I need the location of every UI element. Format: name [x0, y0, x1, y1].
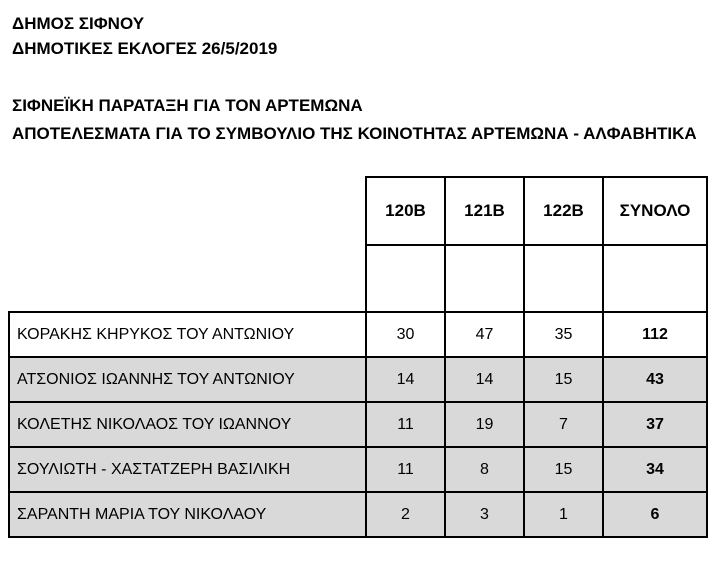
column-header-station-122b: 122Β — [523, 176, 604, 246]
votes-cell: 11 — [365, 446, 446, 493]
total-votes-cell: 37 — [602, 401, 708, 448]
party-title: ΣΙΦΝΕΪΚΗ ΠΑΡΑΤΑΞΗ ΓΙΑ ΤΟΝ ΑΡΤΕΜΩΝΑ — [12, 96, 363, 115]
votes-cell: 15 — [523, 356, 604, 403]
document-header: ΔΗΜΟΣ ΣΙΦΝΟΥ ΔΗΜΟΤΙΚΕΣ ΕΚΛΟΓΕΣ 26/5/2019 — [12, 11, 277, 61]
column-header-total: ΣΥΝΟΛΟ — [602, 176, 708, 246]
election-title: ΔΗΜΟΤΙΚΕΣ ΕΚΛΟΓΕΣ 26/5/2019 — [12, 39, 278, 58]
municipality-title: ΔΗΜΟΣ ΣΙΦΝΟΥ — [12, 14, 145, 33]
votes-cell: 1 — [523, 491, 604, 538]
total-votes-cell: 112 — [602, 311, 708, 358]
document-subheader: ΣΙΦΝΕΪΚΗ ΠΑΡΑΤΑΞΗ ΓΙΑ ΤΟΝ ΑΡΤΕΜΩΝΑ ΑΠΟΤΕ… — [12, 92, 697, 148]
votes-cell: 3 — [444, 491, 525, 538]
votes-cell: 15 — [523, 446, 604, 493]
empty-cell — [523, 244, 604, 313]
votes-cell: 14 — [444, 356, 525, 403]
column-header-station-120b: 120Β — [365, 176, 446, 246]
candidate-name: ΚΟΡΑΚΗΣ ΚΗΡΥΚΟΣ ΤΟΥ ΑΝΤΩΝΙΟΥ — [8, 311, 367, 358]
total-votes-cell: 34 — [602, 446, 708, 493]
candidate-name: ΣΟΥΛΙΩΤΗ - ΧΑΣΤΑΤΖΕΡΗ ΒΑΣΙΛΙΚΗ — [8, 446, 367, 493]
votes-cell: 30 — [365, 311, 446, 358]
corner-cell — [9, 177, 366, 245]
table-header-row: 120Β 121Β 122Β ΣΥΝΟΛΟ — [9, 176, 708, 246]
votes-cell: 35 — [523, 311, 604, 358]
votes-cell: 19 — [444, 401, 525, 448]
table-row: ΚΟΛΕΤΗΣ ΝΙΚΟΛΑΟΣ ΤΟΥ ΙΩΑΝΝΟΥ 11 19 7 37 — [8, 401, 708, 448]
table-row: ΣΟΥΛΙΩΤΗ - ΧΑΣΤΑΤΖΕΡΗ ΒΑΣΙΛΙΚΗ 11 8 15 3… — [8, 446, 708, 493]
votes-cell: 11 — [365, 401, 446, 448]
empty-cell — [602, 244, 708, 313]
votes-cell: 14 — [365, 356, 446, 403]
corner-cell — [9, 245, 366, 312]
total-votes-cell: 6 — [602, 491, 708, 538]
candidate-name: ΚΟΛΕΤΗΣ ΝΙΚΟΛΑΟΣ ΤΟΥ ΙΩΑΝΝΟΥ — [8, 401, 367, 448]
results-table: 120Β 121Β 122Β ΣΥΝΟΛΟ ΚΟΡΑΚΗΣ ΚΗΡΥΚΟΣ ΤΟ… — [8, 176, 708, 538]
table-row: ΣΑΡΑΝΤΗ ΜΑΡΙΑ ΤΟΥ ΝΙΚΟΛΑΟΥ 2 3 1 6 — [8, 491, 708, 538]
votes-cell: 2 — [365, 491, 446, 538]
empty-cell — [444, 244, 525, 313]
total-votes-cell: 43 — [602, 356, 708, 403]
votes-cell: 47 — [444, 311, 525, 358]
table-row: ΑΤΣΟΝΙΟΣ ΙΩΑΝΝΗΣ ΤΟΥ ΑΝΤΩΝΙΟΥ 14 14 15 4… — [8, 356, 708, 403]
results-title: ΑΠΟΤΕΛΕΣΜΑΤΑ ΓΙΑ ΤΟ ΣΥΜΒΟΥΛΙΟ ΤΗΣ ΚΟΙΝΟΤ… — [12, 124, 697, 143]
table-row: ΚΟΡΑΚΗΣ ΚΗΡΥΚΟΣ ΤΟΥ ΑΝΤΩΝΙΟΥ 30 47 35 11… — [8, 311, 708, 358]
empty-cell — [365, 244, 446, 313]
votes-cell: 8 — [444, 446, 525, 493]
empty-spacer-row — [9, 244, 708, 313]
candidate-name: ΑΤΣΟΝΙΟΣ ΙΩΑΝΝΗΣ ΤΟΥ ΑΝΤΩΝΙΟΥ — [8, 356, 367, 403]
candidate-name: ΣΑΡΑΝΤΗ ΜΑΡΙΑ ΤΟΥ ΝΙΚΟΛΑΟΥ — [8, 491, 367, 538]
votes-cell: 7 — [523, 401, 604, 448]
column-header-station-121b: 121Β — [444, 176, 525, 246]
